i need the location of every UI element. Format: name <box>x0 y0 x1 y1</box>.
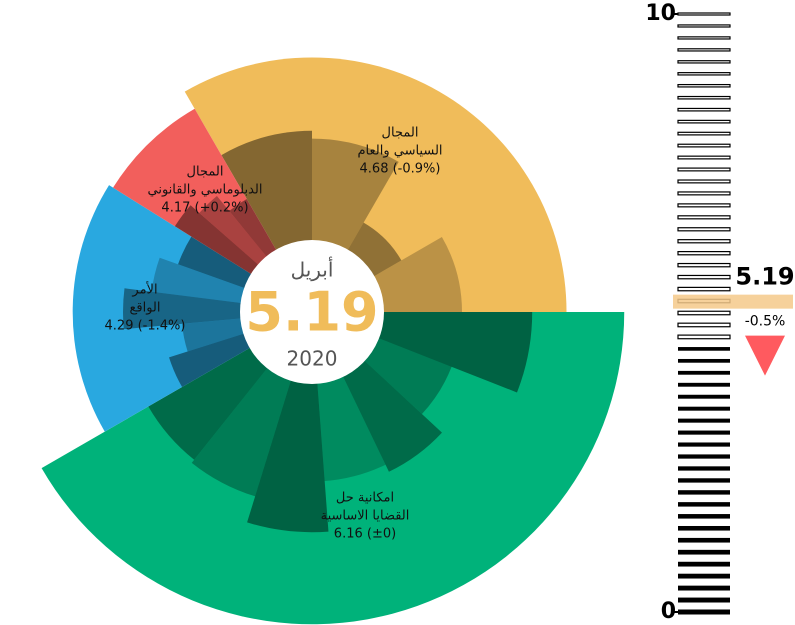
gauge-bar <box>678 573 730 579</box>
gauge-bar <box>678 537 730 543</box>
gauge-bar <box>677 107 731 112</box>
gauge-bar <box>678 514 730 519</box>
indicator-sector <box>122 288 312 330</box>
gauge-bar <box>678 430 730 435</box>
gauge-bar <box>678 561 730 567</box>
gauge-tick-label: 0 <box>661 599 676 624</box>
center-month: أبريل <box>291 257 334 282</box>
gauge-bar <box>677 72 731 76</box>
gauge-bar <box>677 119 731 124</box>
gauge-bar <box>677 274 731 280</box>
gauge-bar <box>677 95 731 100</box>
domain-name: المجال <box>187 165 224 180</box>
domain-name: القضايا الاساسية <box>321 509 410 524</box>
gauge-bar <box>678 418 730 423</box>
gauge-bar <box>677 262 731 268</box>
gauge-bar <box>677 322 731 328</box>
gauge: 0 10 5.19 -0.5% <box>645 1 794 624</box>
gauge-bar <box>678 394 730 399</box>
gauge-bar <box>677 24 731 28</box>
gauge-bar <box>677 60 731 64</box>
gauge-bar <box>678 597 730 603</box>
domain-value: 4.29 (-1.4%) <box>105 319 186 334</box>
change-arrow <box>745 335 785 376</box>
gauge-bar <box>677 227 731 232</box>
gauge-bar <box>678 478 730 483</box>
gauge-bar <box>678 347 730 351</box>
domain-name: الواقع <box>129 301 160 316</box>
gauge-bar <box>677 179 731 184</box>
domain-value: 6.16 (±0) <box>334 527 396 542</box>
gauge-marker <box>673 294 793 309</box>
domain-sector <box>72 185 312 432</box>
gauge-bar <box>678 382 730 387</box>
gauge-bar <box>678 466 730 471</box>
gauge-bar <box>677 131 731 136</box>
center-disc <box>240 240 384 384</box>
gauge-bar <box>677 215 731 220</box>
gauge-bar <box>677 239 731 244</box>
gauge-change: -0.5% <box>745 314 786 330</box>
gauge-bar <box>677 286 731 292</box>
gauge-bar <box>677 310 731 316</box>
domain-name: السياسي والعام <box>357 144 442 159</box>
gauge-bar <box>677 143 731 148</box>
gauge-bar <box>677 203 731 208</box>
domain-name: المجال <box>382 126 419 141</box>
gauge-bar <box>677 167 731 172</box>
gauge-bar <box>677 83 731 88</box>
gauge-bar <box>677 155 731 160</box>
gauge-bar <box>678 442 730 447</box>
gauge-bar <box>678 358 730 363</box>
gauge-bar <box>677 191 731 196</box>
gauge-bar <box>678 406 730 411</box>
domain-sector <box>41 312 625 625</box>
gauge-bar <box>678 609 730 615</box>
gauge-bar <box>678 525 730 531</box>
gauge-bar <box>678 502 730 507</box>
gauge-bar <box>678 585 730 591</box>
center-value: 5.19 <box>245 281 378 344</box>
domain-value: 4.68 (-0.9%) <box>360 162 441 177</box>
gauge-bar <box>678 549 730 555</box>
gauge-bar <box>678 454 730 459</box>
domain-name: الدبلوماسي والقانوني <box>148 183 263 198</box>
domain-name: الأمر <box>131 281 157 298</box>
domain-name: امكانية حل <box>336 491 394 506</box>
gauge-bar <box>677 12 731 16</box>
gauge-bar <box>677 334 731 340</box>
domain-value: 4.17 (+0.2%) <box>161 201 248 216</box>
gauge-value: 5.19 <box>735 263 794 291</box>
gauge-bar <box>678 370 730 375</box>
gauge-tick-label: 10 <box>645 1 676 26</box>
gauge-bar <box>677 36 731 40</box>
gauge-bar <box>677 48 731 52</box>
gauge-bar <box>677 251 731 256</box>
gauge-bar <box>678 490 730 495</box>
center-year: 2020 <box>287 347 338 371</box>
